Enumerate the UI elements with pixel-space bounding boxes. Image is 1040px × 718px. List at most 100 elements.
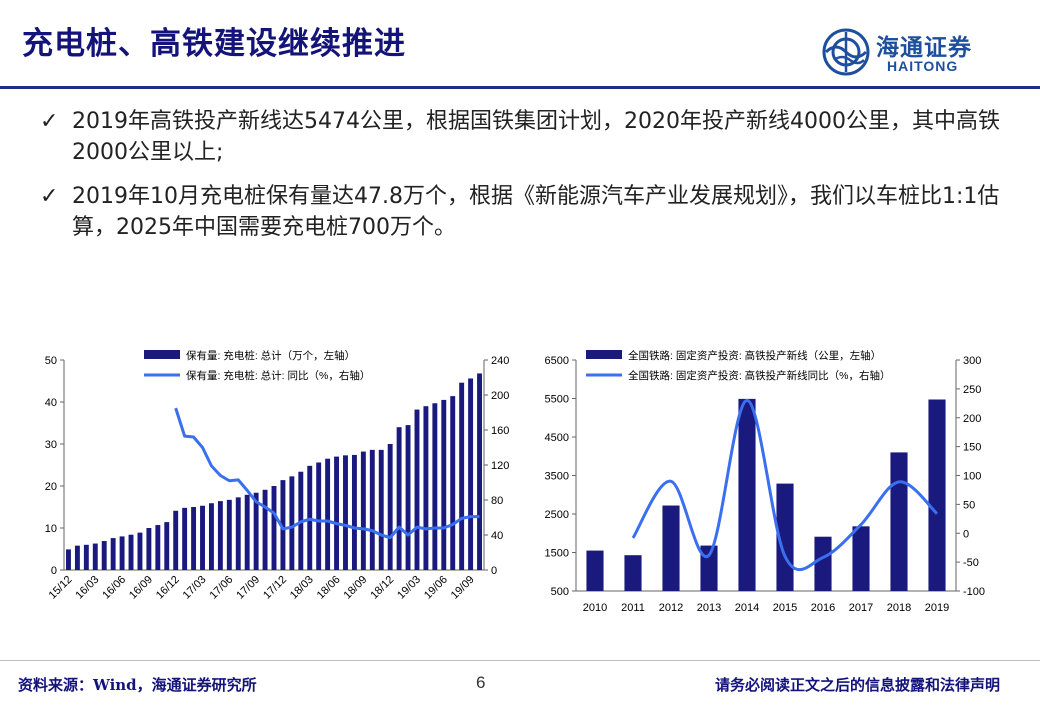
check-icon: ✓ [40, 184, 59, 209]
y-tick-label-right: 300 [963, 355, 981, 367]
legend-line-label: 全国铁路: 固定资产投资: 高铁投产新线同比（%，右轴） [628, 369, 891, 382]
y-tick-label-right: 0 [491, 565, 497, 577]
logo-text-cn: 海通证券 [876, 34, 972, 61]
x-tick-label: 2010 [583, 602, 607, 614]
y-tick-label-left: 4500 [545, 432, 569, 444]
x-tick-label: 18/03 [288, 574, 316, 602]
x-tick-label: 17/03 [181, 574, 209, 602]
bar [387, 444, 393, 570]
bar [325, 458, 331, 570]
x-tick-label: 2014 [735, 602, 759, 614]
bar [200, 505, 205, 570]
x-tick-label: 16/09 [127, 574, 155, 602]
bar [83, 544, 89, 570]
y-tick-label-left: 0 [51, 565, 57, 577]
bar [700, 545, 718, 591]
y-tick-label-right: -50 [963, 557, 979, 569]
y-tick-label-right: 40 [491, 530, 503, 542]
y-tick-label-left: 6500 [545, 355, 569, 367]
charging-pile-chart-svg: 010203040500408012016020024015/1216/0316… [45, 349, 510, 602]
charging-pile-chart: 0 10 20 30 40 50 0 40 80 120 160 200 240 15/12 16/03 16… [20, 336, 520, 640]
bar [890, 452, 908, 591]
bar [235, 497, 241, 570]
x-tick-label: 19/06 [422, 574, 450, 602]
x-tick-label: 17/12 [261, 574, 289, 602]
bar [432, 403, 438, 570]
x-tick-label: 2016 [811, 602, 835, 614]
legend-bar-label: 全国铁路: 固定资产投资: 高铁投产新线（公里，左轴） [628, 349, 881, 362]
bar [101, 541, 107, 570]
bar [378, 449, 384, 570]
legend-bar-swatch [144, 350, 180, 359]
x-tick-label: 17/06 [207, 574, 235, 602]
check-icon: ✓ [40, 109, 59, 134]
bar [92, 543, 98, 570]
bar [173, 510, 179, 570]
x-tick-label: 19/03 [395, 574, 423, 602]
bar [928, 399, 946, 591]
bar [182, 507, 188, 570]
bullet-text: 2019年高铁投产新线达5474公里，根据国铁集团计划，2020年投产新线400… [72, 109, 1000, 165]
bar [586, 550, 604, 591]
y-tick-label-right: 80 [491, 495, 503, 507]
y-tick-label-right: 0 [963, 528, 969, 540]
bar [396, 427, 402, 570]
legend-bar-swatch [586, 350, 622, 359]
x-tick-label: 2013 [697, 602, 721, 614]
bar [852, 526, 870, 591]
y-tick-label-left: 2500 [545, 509, 569, 521]
bar [217, 501, 223, 570]
bar [119, 536, 125, 570]
y-tick-label-right: 200 [963, 413, 981, 425]
y-tick-label-left: 10 [45, 523, 57, 535]
bar [128, 534, 134, 570]
y-tick-label-right: 120 [491, 460, 509, 472]
bar [477, 373, 482, 570]
x-tick-label: 2015 [773, 602, 797, 614]
bullet-item: ✓ 2019年10月充电桩保有量达47.8万个，根据《新能源汽车产业发展规划》，… [40, 181, 1020, 243]
footer-divider [0, 660, 1040, 661]
y-tick-label-right: -100 [963, 586, 985, 598]
haitong-logo-icon [822, 28, 870, 76]
series-line [174, 407, 480, 540]
bar [244, 494, 250, 570]
x-tick-label: 2018 [887, 602, 911, 614]
y-tick-label-right: 150 [963, 442, 981, 454]
y-tick-label-right: 100 [963, 471, 981, 483]
high-speed-rail-chart: 500 1500 2500 3500 4500 5500 6500 -100 -50 0 50 100… [528, 336, 1008, 640]
y-tick-label-left: 20 [45, 481, 57, 493]
logo-text-en: HAITONG [887, 58, 959, 74]
page-number: 6 [476, 673, 486, 692]
bar [450, 396, 456, 570]
bar [226, 499, 232, 570]
bar [74, 545, 80, 570]
bar [155, 525, 161, 570]
x-tick-label: 18/06 [315, 574, 343, 602]
bar [334, 456, 340, 570]
x-tick-label: 15/12 [47, 574, 75, 602]
y-tick-label-right: 200 [491, 390, 509, 402]
bar [405, 425, 411, 570]
x-tick-label: 2011 [621, 602, 645, 614]
x-tick-label: 2012 [659, 602, 683, 614]
y-tick-label-left: 3500 [545, 471, 569, 483]
series-line [631, 398, 939, 571]
page-title: 充电桩、高铁建设继续推进 [22, 26, 406, 62]
x-tick-label: 16/03 [73, 574, 101, 602]
y-tick-label-right: 250 [963, 384, 981, 396]
bar [468, 378, 474, 570]
haitong-logo: 海通证券 HAITONG [820, 26, 1020, 78]
bar [343, 455, 348, 570]
bullet-item: ✓ 2019年高铁投产新线达5474公里，根据国铁集团计划，2020年投产新线4… [40, 106, 1020, 168]
y-tick-label-left: 1500 [545, 548, 569, 560]
bar [208, 503, 214, 570]
y-tick-label-right: 50 [963, 499, 975, 511]
y-tick-label-left: 50 [45, 355, 57, 367]
bar [662, 505, 680, 591]
legend-line-label: 保有量: 充电桩: 总计: 同比（%，右轴） [186, 369, 370, 382]
bar [191, 507, 197, 570]
y-tick-label-left: 30 [45, 439, 57, 451]
x-tick-label: 19/09 [449, 574, 477, 602]
x-tick-label: 18/09 [342, 574, 370, 602]
y-tick-label-right: 240 [491, 355, 509, 367]
